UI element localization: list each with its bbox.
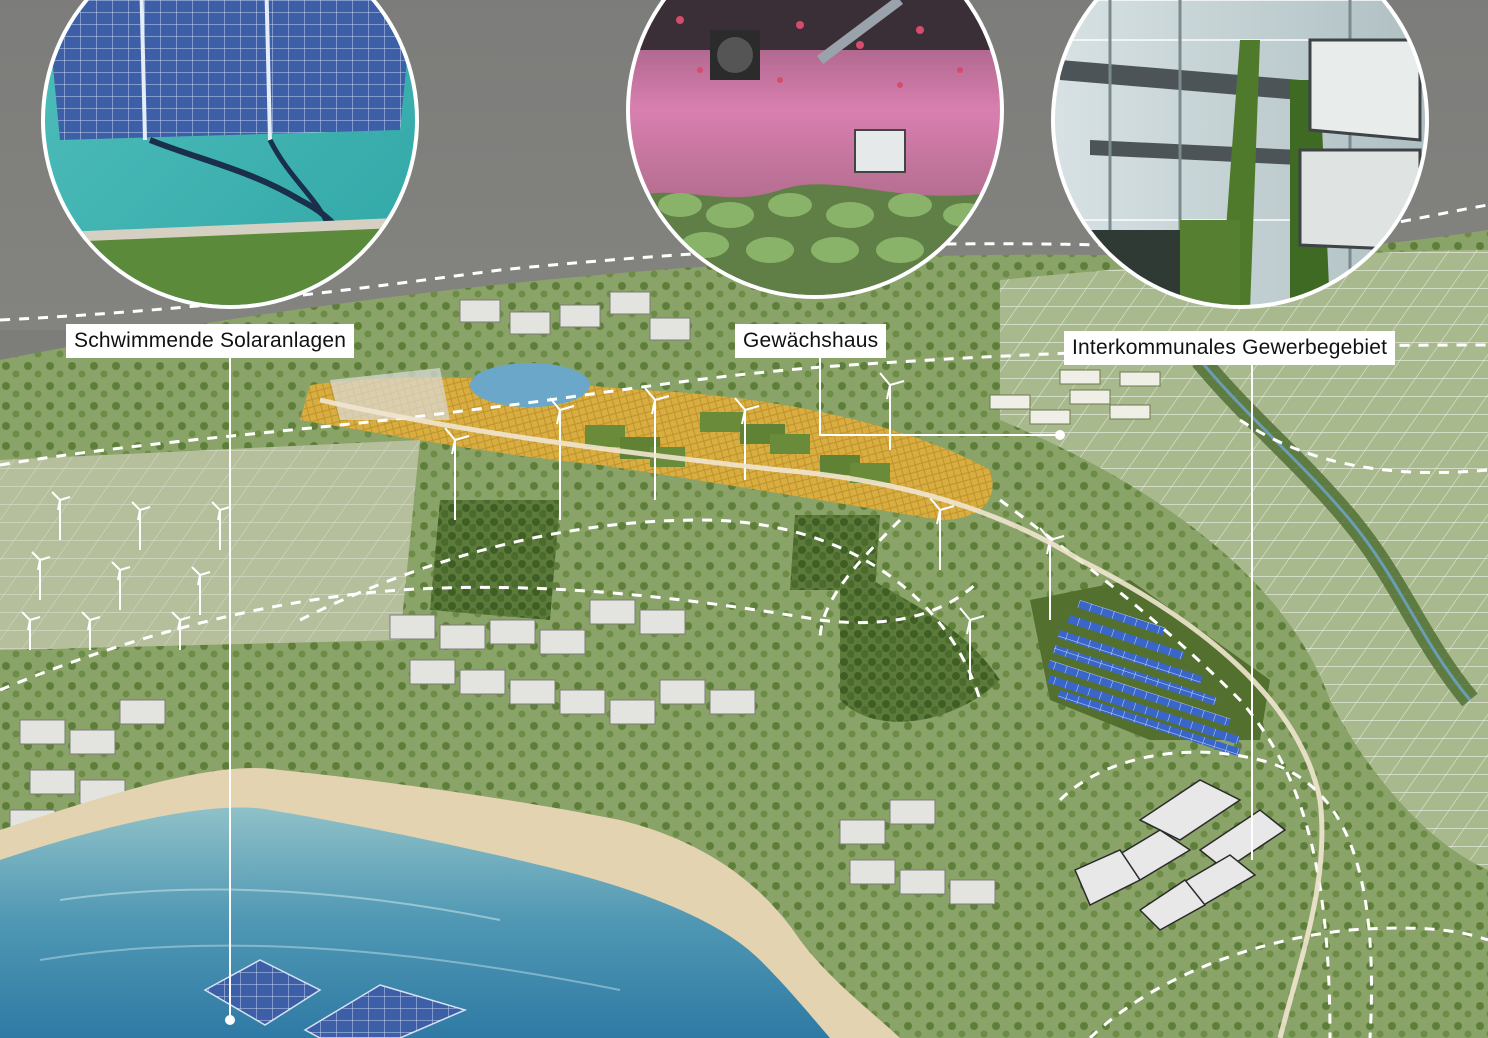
leader-lines	[229, 355, 1253, 1020]
ground-solar-array	[1047, 600, 1241, 757]
label-business-park: Interkommunales Gewerbegebiet	[1064, 331, 1396, 365]
green-building-photo	[1051, 0, 1429, 309]
greenhouse-marker	[1055, 430, 1065, 440]
label-floating-solar: Schwimmende Solaranlagen	[66, 324, 355, 358]
wind-turbines	[21, 372, 1065, 680]
lake-water	[0, 807, 830, 1038]
business-park-buildings	[1074, 779, 1287, 931]
floating-solar-photo	[41, 0, 419, 309]
floating-solar-panels	[203, 959, 468, 1038]
greenhouse-photo	[626, 0, 1004, 299]
greenhouse-buildings	[989, 369, 1161, 425]
main-path	[319, 397, 1325, 1038]
label-greenhouse: Gewächshaus	[735, 324, 887, 358]
floating-solar-marker	[225, 1015, 235, 1025]
pond	[470, 363, 590, 407]
